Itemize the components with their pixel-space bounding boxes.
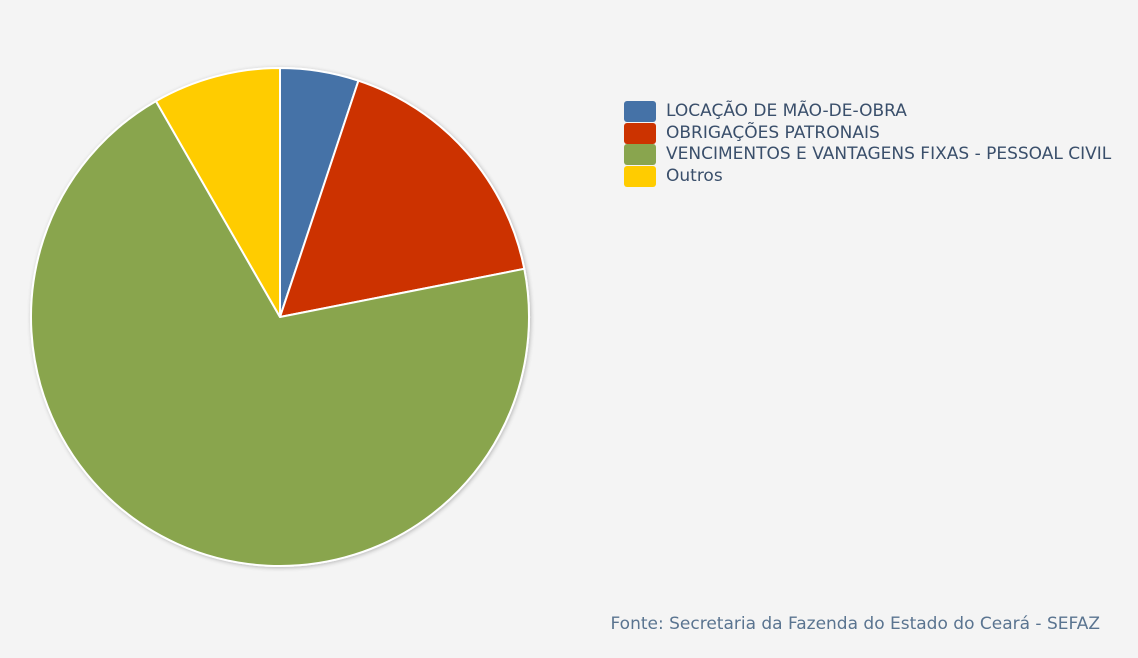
pie-slices <box>30 67 530 567</box>
legend: LOCAÇÃO DE MÃO-DE-OBRA OBRIGAÇÕES PATRONA… <box>624 101 1111 187</box>
legend-swatch <box>624 144 656 166</box>
legend-swatch <box>624 165 656 187</box>
legend-label: OBRIGAÇÕES PATRONAIS <box>666 122 880 143</box>
legend-label: Outros <box>666 165 723 186</box>
legend-label: LOCAÇÃO DE MÃO-DE-OBRA <box>666 101 907 122</box>
legend-item-1[interactable]: LOCAÇÃO DE MÃO-DE-OBRA <box>624 101 1111 123</box>
legend-label: VENCIMENTOS E VANTAGENS FIXAS - PESSOAL … <box>666 144 1112 165</box>
legend-item-3[interactable]: VENCIMENTOS E VANTAGENS FIXAS - PESSOAL … <box>624 144 1111 166</box>
legend-swatch <box>624 122 656 144</box>
legend-item-4[interactable]: Outros <box>624 165 1111 188</box>
legend-item-2[interactable]: OBRIGAÇÕES PATRONAIS <box>624 122 1111 145</box>
source-note: Fonte: Secretaria da Fazenda do Estado d… <box>610 614 1101 634</box>
pie-chart <box>30 67 530 567</box>
pie-slice-4[interactable] <box>154 67 281 318</box>
legend-swatch <box>624 101 656 123</box>
pie-slice-3[interactable] <box>30 100 530 567</box>
pie-slice-2[interactable] <box>279 79 526 318</box>
